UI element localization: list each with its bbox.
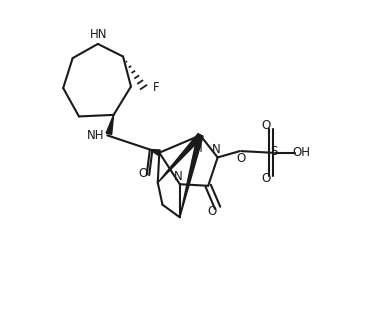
Polygon shape bbox=[180, 135, 203, 217]
Text: O: O bbox=[138, 167, 147, 180]
Text: O: O bbox=[207, 204, 217, 218]
Polygon shape bbox=[106, 115, 114, 135]
Text: S: S bbox=[271, 145, 278, 158]
Text: NH: NH bbox=[87, 129, 104, 142]
Text: F: F bbox=[153, 81, 159, 93]
Text: N: N bbox=[174, 170, 183, 183]
Polygon shape bbox=[150, 149, 160, 156]
Polygon shape bbox=[158, 134, 203, 183]
Text: HN: HN bbox=[90, 28, 107, 41]
Text: O: O bbox=[261, 119, 270, 132]
Text: O: O bbox=[237, 152, 246, 164]
Text: N: N bbox=[212, 143, 220, 156]
Text: OH: OH bbox=[293, 146, 311, 159]
Text: O: O bbox=[261, 172, 270, 185]
Text: H: H bbox=[194, 142, 203, 155]
